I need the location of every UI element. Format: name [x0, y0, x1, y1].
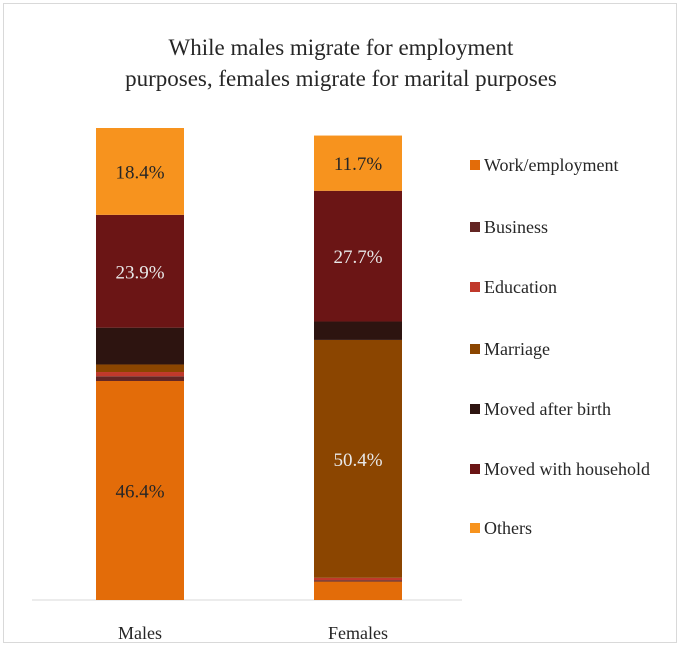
legend-item-work-employment: Work/employment — [470, 154, 619, 176]
legend-label: Marriage — [484, 339, 550, 359]
bar-segment-males-marriage — [96, 364, 184, 373]
bar-segment-females-moved-with-household — [314, 190, 402, 322]
legend-item-business: Business — [470, 216, 548, 238]
legend-label: Moved with household — [484, 459, 650, 479]
bar-segment-females-work-employment — [314, 581, 402, 600]
bar-segment-females-business — [314, 580, 402, 582]
category-label-males: Males — [118, 623, 162, 643]
legend-swatch — [470, 404, 480, 414]
bar-segment-females-others — [314, 135, 402, 191]
legend-label: Work/employment — [484, 155, 619, 175]
legend-swatch — [470, 523, 480, 533]
legend-item-others: Others — [470, 517, 532, 539]
data-label-males-others: 18.4% — [115, 162, 164, 183]
data-label-females-marriage: 50.4% — [333, 450, 382, 471]
legend-swatch — [470, 222, 480, 232]
chart-title-line-1: While males migrate for employment — [168, 35, 514, 60]
data-label-females-others: 11.7% — [334, 154, 383, 175]
legend-swatch — [470, 344, 480, 354]
data-label-males-moved-with-household: 23.9% — [115, 262, 164, 283]
bar-segment-males-moved-with-household — [96, 214, 184, 328]
bar-segment-males-work-employment — [96, 380, 184, 600]
legend-swatch — [470, 282, 480, 292]
legend-item-moved-with-household: Moved with household — [470, 458, 654, 480]
bar-segment-females-marriage — [314, 339, 402, 578]
legend-label: Others — [484, 518, 532, 538]
bar-segment-females-education — [314, 577, 402, 581]
legend-label: Business — [484, 217, 549, 237]
bar-segment-males-others — [96, 128, 184, 215]
data-label-males-work-employment: 46.4% — [115, 481, 164, 502]
legend-label: Education — [484, 277, 557, 297]
chart-title: While males migrate for employment purpo… — [4, 32, 678, 94]
bar-segment-females-moved-after-birth — [314, 321, 402, 340]
bar-segment-males-business — [96, 376, 184, 381]
bar-segment-males-education — [96, 372, 184, 377]
legend-swatch — [470, 464, 480, 474]
legend-swatch — [470, 160, 480, 170]
category-label-females: Females — [328, 623, 388, 643]
legend-item-education: Education — [470, 276, 557, 298]
legend-item-moved-after-birth: Moved after birth — [470, 398, 611, 420]
data-label-females-moved-with-household: 27.7% — [333, 247, 382, 268]
legend-label: Moved after birth — [484, 399, 611, 419]
legend-item-marriage: Marriage — [470, 338, 550, 360]
bar-segment-males-moved-after-birth — [96, 327, 184, 365]
chart-title-line-2: purposes, females migrate for marital pu… — [125, 66, 557, 91]
